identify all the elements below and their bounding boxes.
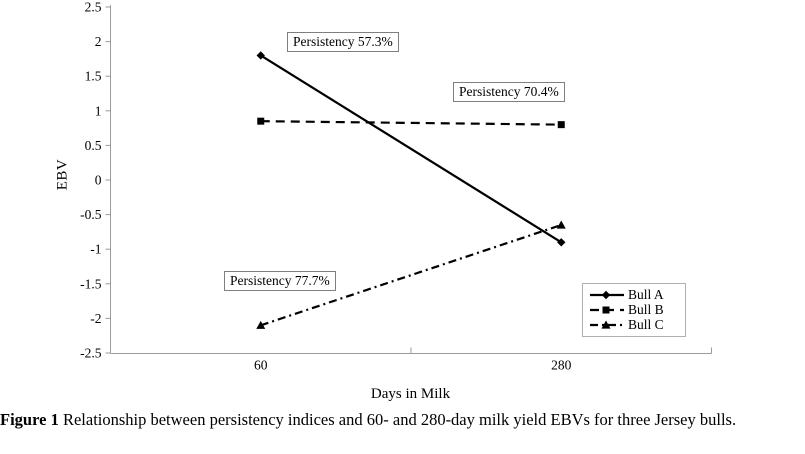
- caption-label: Figure 1: [0, 410, 59, 429]
- legend-label: Bull B: [628, 301, 664, 317]
- svg-text:-0.5: -0.5: [80, 207, 102, 222]
- legend: Bull A Bull B Bull C: [582, 283, 686, 337]
- legend-item-bull-c: Bull C: [589, 317, 681, 332]
- legend-item-bull-a: Bull A: [589, 287, 681, 302]
- x-axis-title: Days in Milk: [370, 386, 451, 402]
- svg-text:-1: -1: [90, 242, 101, 257]
- legend-label: Bull A: [628, 286, 664, 302]
- annotation-persistency-bull-c: Persistency 77.7%: [224, 271, 336, 291]
- svg-text:60: 60: [254, 358, 268, 373]
- legend-label: Bull C: [628, 316, 664, 332]
- svg-text:-2.5: -2.5: [80, 346, 102, 361]
- svg-text:0.5: 0.5: [85, 138, 102, 153]
- caption-text: Relationship between persistency indices…: [62, 410, 737, 429]
- svg-text:-2: -2: [90, 311, 101, 326]
- figure-caption: Figure 1 Relationship between persistenc…: [0, 409, 805, 430]
- svg-text:1: 1: [95, 103, 102, 118]
- svg-text:2.5: 2.5: [85, 0, 102, 15]
- annotation-persistency-bull-a: Persistency 57.3%: [287, 32, 399, 52]
- svg-text:-1.5: -1.5: [80, 276, 102, 291]
- svg-text:0: 0: [95, 173, 102, 188]
- svg-text:280: 280: [551, 358, 572, 373]
- svg-text:1.5: 1.5: [85, 69, 102, 84]
- figure-chart: -2.5 -2 -1.5 -1 -0.5 0 0.5 1 1.5 2 2.5 60 280 EBV Da…: [54, 0, 712, 402]
- svg-text:2: 2: [95, 34, 102, 49]
- line-sample-bull-a: [589, 289, 626, 301]
- line-plot: -2.5 -2 -1.5 -1 -0.5 0 0.5 1 1.5 2 2.5 60 280: [80, 0, 712, 373]
- annotation-persistency-bull-b: Persistency 70.4%: [453, 82, 565, 102]
- line-sample-bull-b: [589, 304, 626, 316]
- y-axis-title: EBV: [54, 158, 71, 191]
- legend-item-bull-b: Bull B: [589, 302, 681, 317]
- line-sample-bull-c: [589, 319, 626, 331]
